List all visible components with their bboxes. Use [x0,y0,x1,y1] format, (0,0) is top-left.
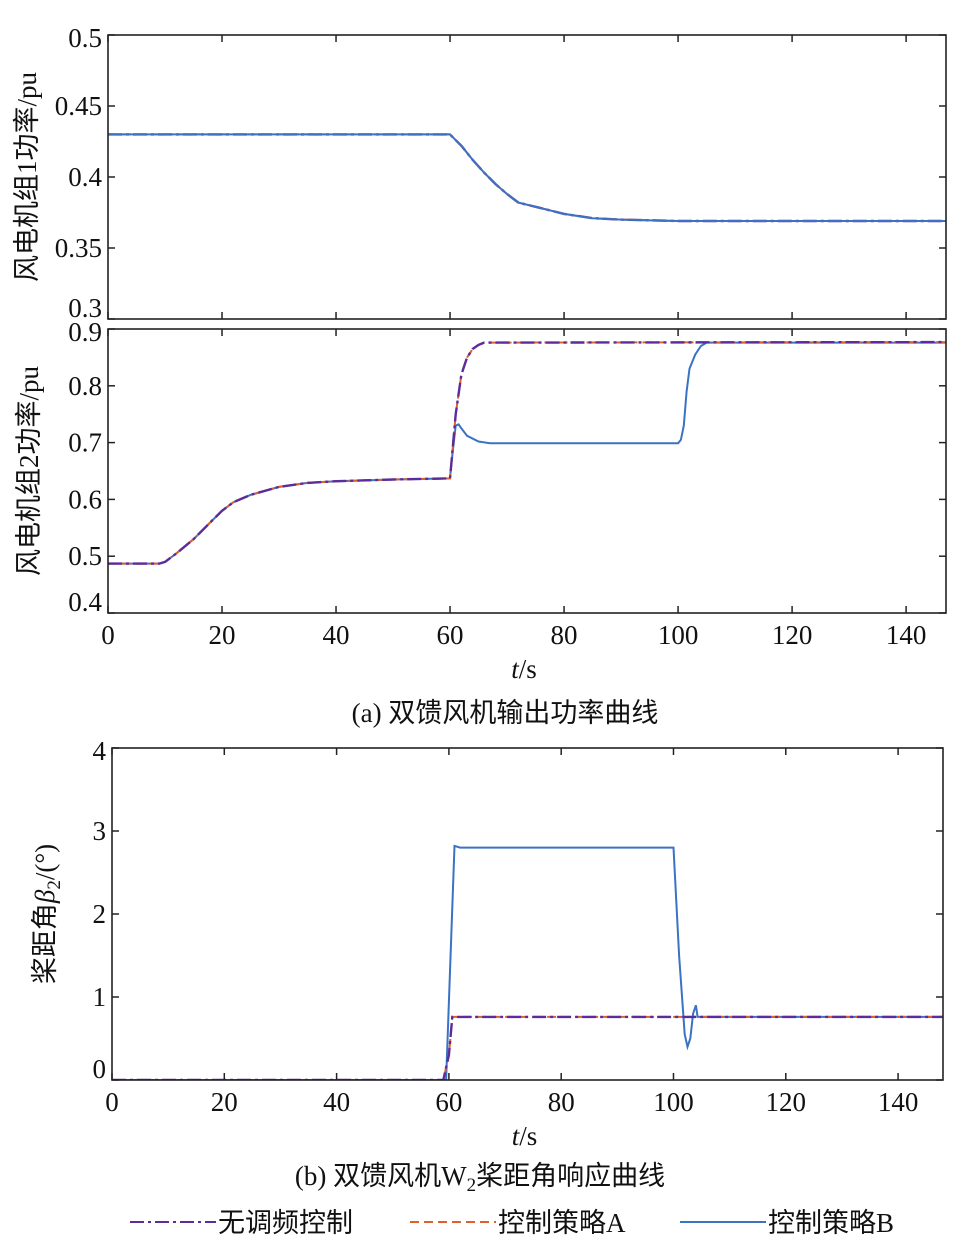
y-tick-label: 0.3 [68,293,102,323]
panel-1: 0.5 0.45 0.4 0.35 0.3 风电机组1功率/pu [12,23,947,323]
y-tick-label: 0.5 [68,541,102,571]
legend-label: 控制策略A [498,1208,626,1238]
series-line-none [108,133,946,223]
x-tick-label: 20 [209,620,236,650]
caption-b: (b) 双馈风机W2桨距角响应曲线 [295,1161,665,1196]
x-tick-label: 140 [886,620,927,650]
series-line-B [112,844,943,1080]
caption-a: (a) 双馈风机输出功率曲线 [352,698,659,728]
panel-2: 0.9 0.8 0.7 0.6 0.5 0.40 20 40 60 80 100 120 140 风电机组… [14,317,947,684]
x-label-var: t [512,1121,521,1151]
x-tick-label: 140 [878,1087,919,1117]
x-tick-label: 40 [323,1087,350,1117]
series-line-none [112,1015,943,1080]
y-label-beta: β [30,889,60,904]
legend-item-B: 控制策略B [680,1208,894,1238]
y-tick-label: 0.6 [68,484,102,514]
x-tick-label: 60 [435,1087,462,1117]
caption-b-pre: (b) 双馈风机W [295,1161,467,1191]
series-line-A [112,1015,943,1080]
x-axis-label: t/s [511,654,537,684]
y-tick-label: 0.9 [68,317,102,347]
y-label-unit: /(°) [30,844,60,880]
y-tick-label: 0.7 [68,428,102,458]
legend-label: 控制策略B [768,1208,894,1238]
y-tick-label: 3 [93,816,107,846]
series-line-A [108,341,946,565]
x-tick-label: 80 [551,620,578,650]
y-tick-label: 1 [93,982,107,1012]
x-tick-label: 120 [772,620,813,650]
y-tick-label: 0.45 [55,91,102,121]
axes-frame [111,747,944,1081]
y-tick-label: 4 [93,736,107,766]
y-label-subscript: 2 [44,880,65,890]
x-tick-label: 20 [211,1087,238,1117]
legend-item-none: 无调频控制 [130,1208,353,1238]
series-line-none [108,340,946,565]
x-tick-label: 100 [653,1087,694,1117]
x-label-var: t [511,654,520,684]
x-tick-label: 80 [548,1087,575,1117]
y-tick-label: 0 [93,1054,107,1084]
y-tick-label: 0.4 [68,162,102,192]
x-tick-label: 0 [105,1087,119,1117]
x-tick-label: 100 [658,620,699,650]
y-axis-label: 桨距角β2/(°) [30,844,65,984]
axes-frame [107,34,947,320]
x-axis-label: t/s [512,1121,538,1151]
x-tick-label: 60 [437,620,464,650]
y-tick-label: 2 [93,899,107,929]
y-label-text: 桨距角 [30,903,60,984]
axes-frame [107,328,947,614]
y-tick-label: 0.5 [68,23,102,53]
caption-b-sub: 2 [467,1175,477,1196]
series-line-B [108,341,946,565]
legend-item-A: 控制策略A [410,1208,626,1238]
y-tick-label: 0.4 [68,587,102,617]
x-tick-label: 0 [101,620,115,650]
y-axis-label: 风电机组1功率/pu [12,72,42,283]
y-tick-label: 0.35 [55,233,102,263]
y-tick-label: 0.8 [68,371,102,401]
series-line-B [108,133,946,222]
x-tick-label: 40 [323,620,350,650]
caption-b-post: 桨距角响应曲线 [476,1161,665,1191]
x-label-unit: /s [519,654,537,684]
y-axis-label: 风电机组2功率/pu [14,366,44,577]
series-line-A [108,133,946,222]
x-label-unit: /s [519,1121,537,1151]
x-tick-label: 120 [766,1087,807,1117]
legend-label: 无调频控制 [218,1208,353,1238]
legend: 无调频控制 控制策略A 控制策略B [130,1208,894,1238]
